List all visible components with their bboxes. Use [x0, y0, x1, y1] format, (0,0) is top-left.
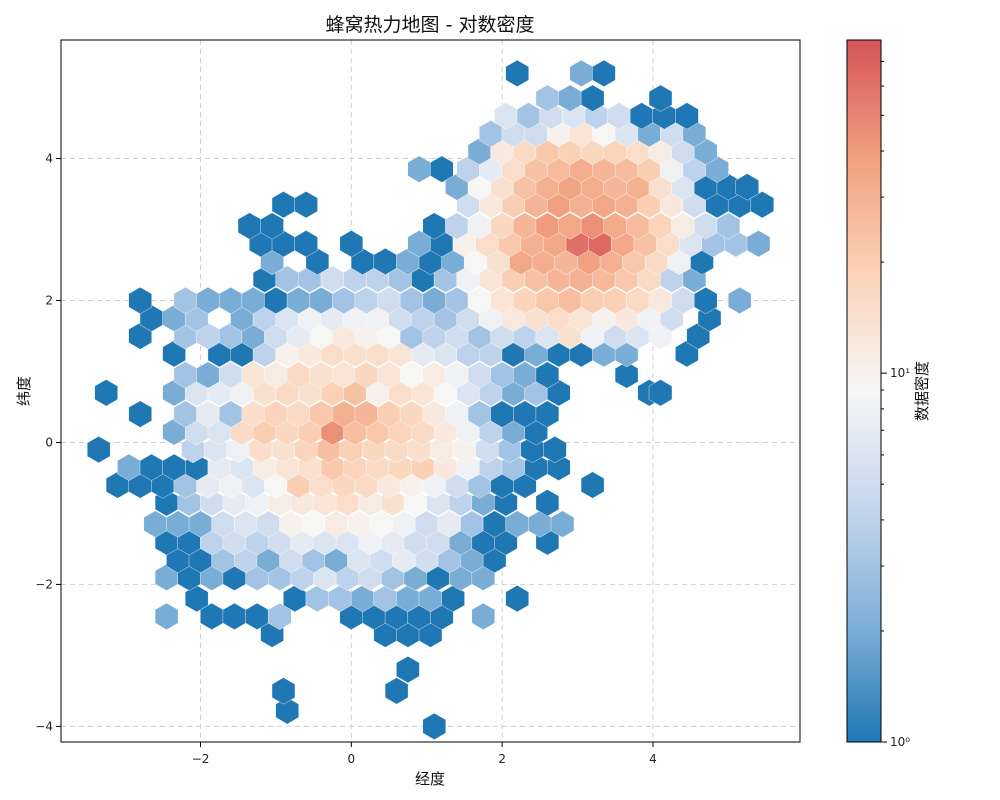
hexbin-cell [407, 155, 431, 183]
y-tick-label: 0 [45, 435, 53, 449]
hexbin-cell [260, 212, 284, 240]
hexbin-cell [592, 59, 616, 87]
y-axis-label: 纬度 [15, 376, 33, 406]
hexbin-cell [294, 191, 318, 219]
hexbin-cell [535, 489, 560, 517]
y-tick-label: 2 [45, 293, 53, 307]
hexbin-cell [535, 361, 560, 389]
hexbin-cells [86, 59, 774, 740]
hexbin-cell [728, 286, 752, 315]
colorbar: 10⁰ 10¹ 数据密度 [846, 39, 931, 749]
hexbin-cell [94, 379, 118, 407]
hexbin-cell [86, 436, 111, 464]
hexbin-cell [154, 602, 179, 630]
hexbin-cell [735, 173, 759, 201]
x-tick-label: 4 [649, 752, 657, 766]
colorbar-label: 数据密度 [913, 361, 931, 421]
hexbin-cell [339, 230, 363, 258]
hexbin-cell [275, 697, 299, 725]
y-tick-label: −2 [35, 577, 53, 591]
x-tick-label: 2 [498, 752, 506, 766]
hexbin-cell [271, 191, 296, 219]
hexbin-cell [396, 656, 420, 684]
colorbar-ticks: 10⁰ 10¹ [881, 60, 910, 749]
y-tick-label: 4 [45, 152, 53, 166]
colorbar-scale [846, 39, 882, 743]
axis-ticks: −2 0 2 4 −4 −2 0 2 4 [35, 152, 656, 766]
hexbin-cell [422, 712, 446, 740]
hexbin-cell [184, 585, 209, 613]
y-tick-label: −4 [35, 719, 53, 733]
hexbin-cell [430, 155, 454, 183]
hexbin-cell [505, 59, 529, 87]
hexbin-cell [614, 361, 639, 389]
x-tick-label: −2 [192, 752, 210, 766]
hexbin-cell [505, 585, 529, 613]
hexbin-cell [543, 436, 567, 464]
hexbin-cell [128, 400, 152, 428]
colorbar-tick-label: 10⁰ [890, 735, 910, 749]
hexbin-cell [535, 400, 560, 428]
hexbin-cell [569, 59, 593, 87]
hexbin-cell [294, 230, 318, 258]
hexbin-cell [648, 84, 673, 112]
hexbin-cell [471, 602, 495, 630]
x-tick-label: 0 [348, 752, 356, 766]
hexbin-cell [441, 585, 465, 613]
x-axis-label: 经度 [415, 770, 445, 788]
plot-frame [60, 39, 801, 743]
hexbin-cell [384, 677, 409, 705]
hexbin-cell [648, 379, 673, 407]
hexbin-cell [716, 212, 741, 240]
colorbar-tick-label: 10¹ [890, 366, 910, 380]
hexbin-cell [128, 286, 152, 315]
chart-title: 蜂窝热力地图 - 对数密度 [326, 14, 535, 36]
hexbin-cell [222, 602, 247, 630]
hexbin-cell [271, 677, 296, 705]
hexbin-cell [580, 471, 605, 499]
hexbin-cell [675, 102, 699, 130]
hexbin-cell [580, 84, 605, 112]
hexbin-cell [694, 286, 718, 315]
hexbin-cell [550, 510, 575, 538]
hexbin-cell [746, 230, 771, 258]
